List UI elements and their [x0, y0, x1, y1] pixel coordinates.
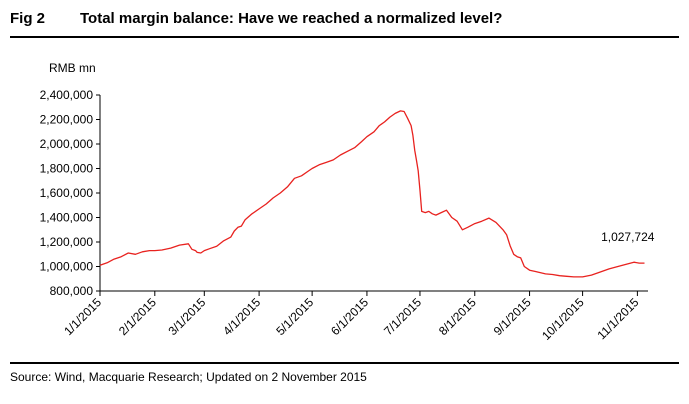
y-tick-label: 1,000,000 [40, 260, 94, 274]
x-tick-label: 9/1/2015 [491, 295, 534, 338]
y-tick-label: 1,600,000 [40, 186, 94, 200]
x-tick-label: 4/1/2015 [220, 295, 263, 338]
y-axis-unit-label: RMB mn [49, 61, 96, 75]
last-value-label: 1,027,724 [601, 230, 655, 244]
y-tick-label: 2,400,000 [40, 88, 94, 102]
x-tick-label: 8/1/2015 [436, 295, 479, 338]
y-tick-label: 2,200,000 [40, 113, 94, 127]
y-tick-label: 2,000,000 [40, 137, 94, 151]
x-tick-label: 2/1/2015 [116, 295, 159, 338]
y-tick-label: 1,400,000 [40, 211, 94, 225]
x-tick-label: 11/1/2015 [594, 295, 641, 342]
x-tick-label: 1/1/2015 [61, 295, 104, 338]
figure-title: Total margin balance: Have we reached a … [80, 10, 503, 27]
y-tick-label: 800,000 [50, 284, 94, 298]
source-note: Source: Wind, Macquarie Research; Update… [10, 362, 679, 384]
y-tick-label: 1,800,000 [40, 162, 94, 176]
x-tick-label: 3/1/2015 [165, 295, 208, 338]
margin-balance-line [99, 110, 645, 278]
source-text: Source: Wind, Macquarie Research; Update… [10, 370, 367, 384]
x-tick-label: 6/1/2015 [328, 295, 371, 338]
figure-label: Fig 2 [10, 10, 46, 27]
x-tick-label: 10/1/2015 [539, 295, 587, 343]
x-tick-label: 7/1/2015 [381, 295, 424, 338]
y-tick-label: 1,200,000 [40, 235, 94, 249]
figure-header: Fig 2 Total margin balance: Have we reac… [10, 6, 679, 38]
x-tick-label: 5/1/2015 [273, 295, 316, 338]
